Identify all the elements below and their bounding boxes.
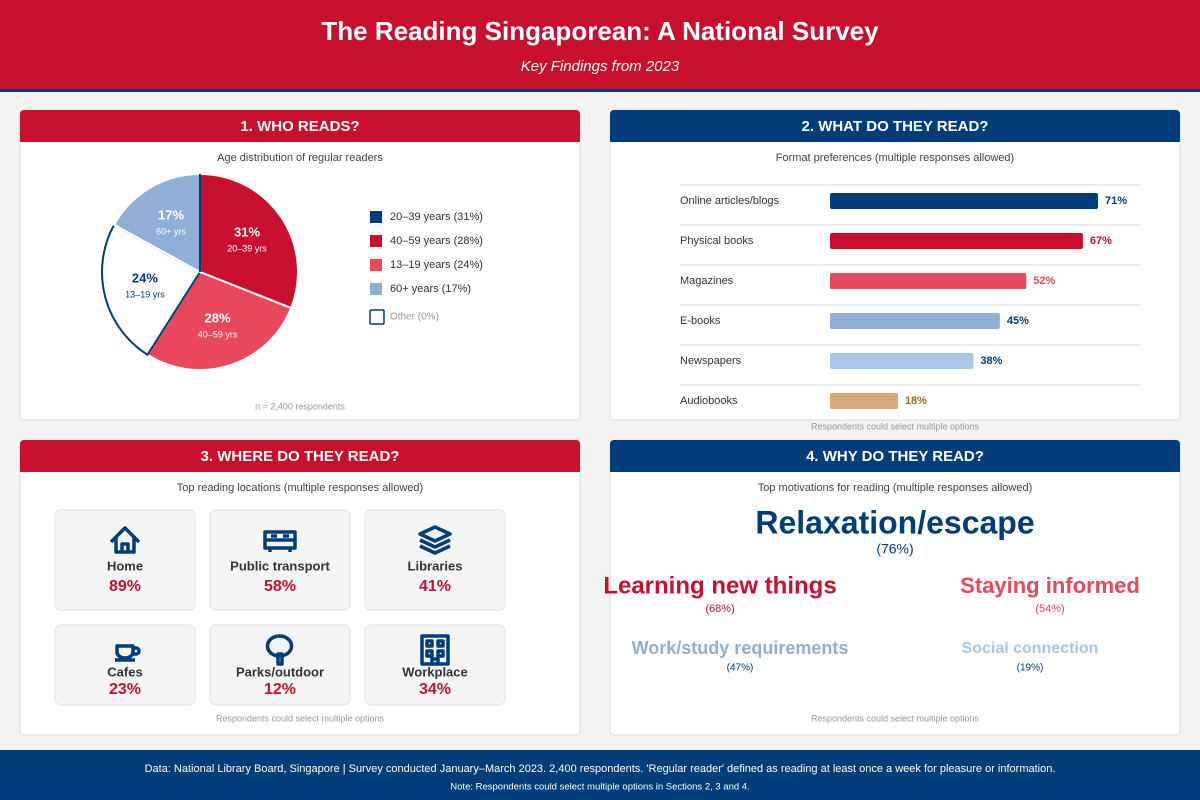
bar-category-label: E-books (680, 315, 721, 327)
legend-label: 60+ years (17%) (390, 283, 471, 295)
panel-note: Respondents could select multiple option… (811, 713, 980, 723)
bar-value-label: 38% (980, 355, 1002, 367)
bar (830, 273, 1027, 289)
location-label: Cafes (107, 664, 142, 679)
panel-subtitle: Top reading locations (multiple response… (177, 482, 423, 494)
panel-subtitle: Top motivations for reading (multiple re… (758, 482, 1033, 494)
legend-label: 20–39 years (31%) (390, 211, 483, 223)
bar-category-label: Magazines (680, 275, 734, 287)
panel-title: 3. WHERE DO THEY READ? (201, 448, 400, 465)
location-icon (109, 526, 141, 554)
location-icon (418, 525, 452, 555)
motivation-value: (54%) (1035, 603, 1064, 615)
location-label: Libraries (408, 558, 463, 573)
motivation-label: Relaxation/escape (755, 504, 1034, 540)
location-icon (263, 530, 297, 552)
header-rule (0, 89, 1200, 92)
slice-label: 60+ yrs (156, 226, 186, 236)
legend-swatch (369, 309, 385, 325)
slice-value-label: 24% (132, 271, 158, 286)
panel-header (610, 110, 1180, 142)
motivation-label: Learning new things (603, 572, 836, 599)
panel-title: 2. WHAT DO THEY READ? (802, 118, 989, 135)
pie-slice (112, 172, 201, 274)
bar (830, 233, 1083, 249)
page-subtitle: Key Findings from 2023 (521, 58, 680, 75)
bar (830, 193, 1098, 209)
location-label: Parks/outdoor (236, 664, 324, 679)
bar-value-label: 71% (1105, 195, 1127, 207)
bar-category-label: Audiobooks (680, 395, 738, 407)
header-band (0, 0, 1200, 90)
pie-slice (101, 223, 202, 357)
bar (830, 313, 1000, 329)
pie-slice (199, 172, 299, 310)
panel-header (610, 440, 1180, 472)
panel-subtitle: Age distribution of regular readers (217, 152, 383, 164)
panel-note: n = 2,400 respondents (255, 401, 345, 411)
location-value: 58% (264, 578, 296, 595)
legend-swatch (370, 259, 382, 271)
location-value: 89% (109, 578, 141, 595)
pie-slice (146, 270, 293, 371)
bar (830, 353, 974, 369)
panel-title: 4. WHY DO THEY READ? (806, 448, 984, 465)
location-card (209, 509, 351, 611)
slice-label: 13–19 yrs (125, 290, 165, 300)
legend-label: 13–19 years (24%) (390, 259, 483, 271)
motivation-label: Work/study requirements (632, 638, 849, 658)
slice-label: 40–59 yrs (198, 329, 238, 339)
bar (830, 393, 898, 409)
location-label: Home (107, 558, 143, 573)
legend-label: 40–59 years (28%) (390, 235, 483, 247)
panel-note: Respondents could select multiple option… (811, 421, 980, 431)
location-icon (420, 634, 450, 666)
panel-title: 1. WHO READS? (240, 118, 359, 135)
location-icon (265, 634, 294, 666)
motivation-value: (47%) (727, 663, 754, 674)
bar-category-label: Newspapers (680, 355, 742, 367)
panel-note: Respondents could select multiple option… (216, 713, 385, 723)
location-label: Workplace (402, 664, 468, 679)
panel-subtitle: Format preferences (multiple responses a… (776, 152, 1014, 164)
bar-category-label: Online articles/blogs (680, 195, 780, 207)
motivation-value: (19%) (1017, 663, 1044, 674)
slice-label: 20–39 yrs (227, 243, 267, 253)
slice-value-label: 17% (158, 208, 184, 223)
bar-value-label: 67% (1090, 235, 1112, 247)
motivation-label: Social connection (962, 640, 1099, 657)
bar-category-label: Physical books (680, 235, 754, 247)
slice-value-label: 31% (234, 224, 260, 239)
bar-value-label: 18% (905, 395, 927, 407)
legend-swatch (370, 283, 382, 295)
bar-value-label: 45% (1007, 315, 1029, 327)
panel-header (20, 110, 580, 142)
bar-value-label: 52% (1033, 275, 1055, 287)
location-card (54, 624, 196, 706)
legend-swatch (370, 235, 382, 247)
panel-header (20, 440, 580, 472)
location-value: 41% (419, 578, 451, 595)
location-value: 12% (264, 681, 296, 698)
motivation-label: Staying informed (960, 573, 1140, 598)
footer-note: Note: Respondents could select multiple … (450, 782, 749, 793)
motivation-value: (68%) (705, 603, 734, 615)
location-label: Public transport (230, 558, 330, 573)
location-value: 23% (109, 681, 141, 698)
slice-value-label: 28% (205, 310, 231, 325)
location-card (364, 509, 506, 611)
footer-band (0, 750, 1200, 800)
page-title: The Reading Singaporean: A National Surv… (321, 16, 879, 46)
location-value: 34% (419, 681, 451, 698)
footer-source: Data: National Library Board, Singapore … (145, 763, 1056, 775)
legend-label: Other (0%) (390, 312, 439, 323)
legend-swatch (370, 211, 382, 223)
motivation-value: (76%) (876, 541, 913, 557)
location-card (54, 509, 196, 611)
location-icon (115, 644, 141, 662)
